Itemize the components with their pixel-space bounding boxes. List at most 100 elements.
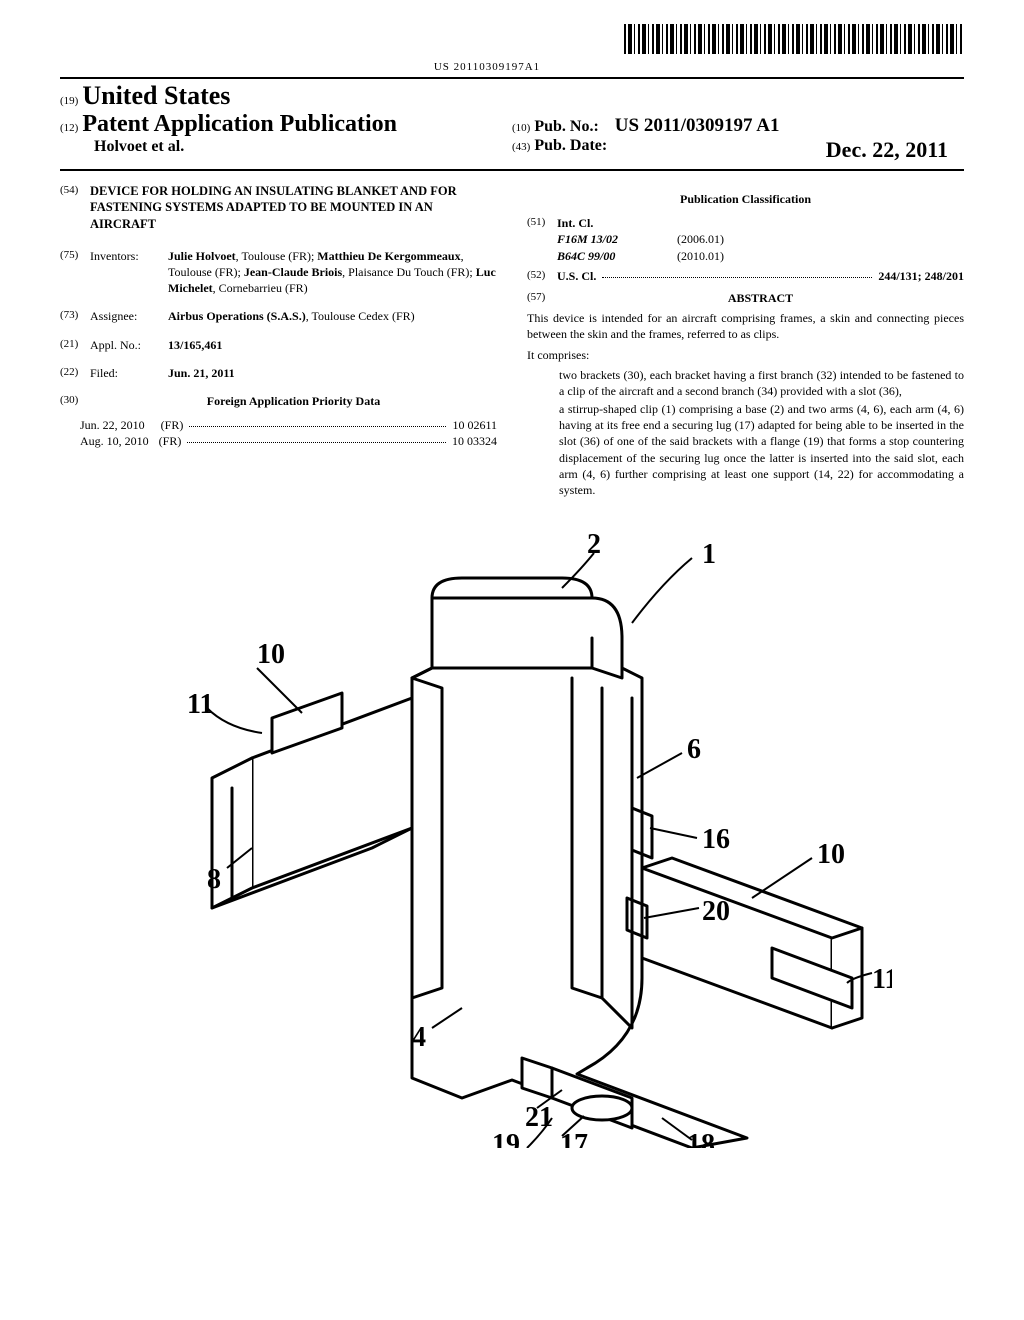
header-rule — [60, 77, 964, 79]
abstract-heading-row: (57) ABSTRACT — [527, 290, 964, 306]
pubno-label: Pub. No.: — [534, 118, 598, 135]
doctype: Patent Application Publication — [82, 111, 397, 137]
pubno-code: (10) — [512, 122, 530, 134]
intcl-label: Int. Cl. — [557, 215, 593, 231]
assignee-row: (73) Assignee: Airbus Operations (S.A.S.… — [60, 308, 497, 324]
inv-name-1: Julie Holvoet — [168, 249, 236, 263]
ref-17: 17 — [560, 1129, 588, 1148]
priority-num-2: 10 03324 — [452, 433, 497, 449]
ref-6: 6 — [687, 734, 701, 765]
ref-2: 2 — [587, 529, 601, 560]
pubclass-heading: Publication Classification — [527, 191, 964, 207]
ref-1: 1 — [702, 539, 716, 570]
pubdate-label: Pub. Date: — [534, 137, 607, 154]
author-heading: Holvoet et al. — [94, 138, 512, 156]
uscl-label: U.S. Cl. — [557, 268, 596, 284]
country-line: (19) United States — [60, 81, 512, 111]
ref-19: 19 — [492, 1129, 520, 1148]
abstract-p1: This device is intended for an aircraft … — [527, 310, 964, 342]
intcl-block: (51) Int. Cl. F16M 13/02 (2006.01) B64C … — [527, 215, 964, 264]
priority-code: (30) — [60, 393, 90, 409]
left-column: (54) DEVICE FOR HOLDING AN INSULATING BL… — [60, 183, 497, 500]
abstract-item-1: two brackets (30), each bracket having a… — [543, 367, 964, 399]
intcl-item: B64C 99/00 (2010.01) — [557, 248, 964, 264]
inventors-row: (75) Inventors: Julie Holvoet, Toulouse … — [60, 248, 497, 297]
biblio-columns: (54) DEVICE FOR HOLDING AN INSULATING BL… — [60, 183, 964, 500]
filed-code: (22) — [60, 365, 90, 381]
dots — [187, 433, 446, 443]
ref-4: 4 — [412, 1022, 426, 1053]
dots — [189, 417, 446, 427]
applno-row: (21) Appl. No.: 13/165,461 — [60, 337, 497, 353]
doctype-code: (12) — [60, 122, 78, 134]
header-right: (10) Pub. No.: US 2011/0309197 A1 (43) P… — [512, 81, 964, 163]
uscl-val: 244/131; 248/201 — [878, 268, 964, 284]
inv-name-2: Matthieu De Kergommeaux — [317, 249, 460, 263]
header-left: (19) United States (12) Patent Applicati… — [60, 81, 512, 163]
intcl-item: F16M 13/02 (2006.01) — [557, 231, 964, 247]
title: DEVICE FOR HOLDING AN INSULATING BLANKET… — [90, 183, 497, 232]
inventors-code: (75) — [60, 248, 90, 297]
priority-row: Jun. 22, 2010 (FR) 10 02611 — [80, 417, 497, 433]
inventors-label: Inventors: — [90, 248, 168, 297]
intcl-2: B64C 99/00 — [557, 248, 677, 264]
intcl-1: F16M 13/02 — [557, 231, 677, 247]
barcode — [624, 24, 964, 54]
inv-name-3: Jean-Claude Briois — [244, 265, 342, 279]
priority-date-1: Jun. 22, 2010 — [80, 417, 145, 433]
pubno: US 2011/0309197 A1 — [615, 115, 780, 136]
priority-block: (30) Foreign Application Priority Data J… — [60, 393, 497, 450]
applno-label: Appl. No.: — [90, 337, 168, 353]
assignee-label: Assignee: — [90, 308, 168, 324]
pubdate-line: (43) Pub. Date: Dec. 22, 2011 — [512, 137, 964, 155]
filed-label: Filed: — [90, 365, 168, 381]
priority-row: Aug. 10, 2010 (FR) 10 03324 — [80, 433, 497, 449]
intcl-ver-1: (2006.01) — [677, 231, 724, 247]
ref-8: 8 — [207, 864, 221, 895]
abstract-p2: It comprises: — [527, 347, 964, 363]
filed: Jun. 21, 2011 — [168, 365, 497, 381]
abstract-heading: ABSTRACT — [557, 290, 964, 306]
ref-20: 20 — [702, 896, 730, 927]
priority-num-1: 10 02611 — [452, 417, 497, 433]
intcl-ver-2: (2010.01) — [677, 248, 724, 264]
inventors: Julie Holvoet, Toulouse (FR); Matthieu D… — [168, 248, 497, 297]
barcode-number: US 20110309197A1 — [60, 61, 914, 73]
ref-10b: 10 — [817, 839, 845, 870]
ref-16: 16 — [702, 824, 730, 855]
filed-row: (22) Filed: Jun. 21, 2011 — [60, 365, 497, 381]
abstract-body: This device is intended for an aircraft … — [527, 310, 964, 498]
ref-18: 18 — [687, 1129, 715, 1148]
barcode-block: US 20110309197A1 — [60, 24, 964, 73]
assignee-code: (73) — [60, 308, 90, 324]
patent-figure-svg: 2 1 10 11 8 6 16 10 20 11 4 21 17 19 18 — [132, 528, 892, 1148]
applno-code: (21) — [60, 337, 90, 353]
pubno-line: (10) Pub. No.: US 2011/0309197 A1 — [512, 115, 964, 137]
priority-country-2: (FR) — [159, 433, 182, 449]
uscl-row: (52) U.S. Cl. 244/131; 248/201 — [527, 268, 964, 284]
ref-11a: 11 — [187, 689, 213, 720]
intcl-code: (51) — [527, 215, 557, 231]
abstract-list: two brackets (30), each bracket having a… — [543, 367, 964, 499]
doctype-line: (12) Patent Application Publication — [60, 111, 512, 138]
country: United States — [82, 81, 230, 110]
pubdate-code: (43) — [512, 141, 530, 153]
dots — [602, 268, 872, 278]
abstract-item-2: a stirrup-shaped clip (1) comprising a b… — [543, 401, 964, 498]
figure: 2 1 10 11 8 6 16 10 20 11 4 21 17 19 18 — [60, 528, 964, 1153]
pubdate: Dec. 22, 2011 — [826, 137, 948, 163]
ref-11b: 11 — [872, 964, 892, 995]
ref-10a: 10 — [257, 639, 285, 670]
header: (19) United States (12) Patent Applicati… — [60, 81, 964, 171]
abstract-code: (57) — [527, 290, 557, 306]
applno: 13/165,461 — [168, 337, 497, 353]
priority-country-1: (FR) — [161, 417, 184, 433]
priority-heading: Foreign Application Priority Data — [90, 393, 497, 409]
country-code: (19) — [60, 95, 78, 107]
title-block: (54) DEVICE FOR HOLDING AN INSULATING BL… — [60, 183, 497, 232]
ref-21: 21 — [525, 1102, 553, 1133]
priority-date-2: Aug. 10, 2010 — [80, 433, 149, 449]
assignee: Airbus Operations (S.A.S.), Toulouse Ced… — [168, 308, 497, 324]
right-column: Publication Classification (51) Int. Cl.… — [527, 183, 964, 500]
uscl-code: (52) — [527, 268, 557, 284]
